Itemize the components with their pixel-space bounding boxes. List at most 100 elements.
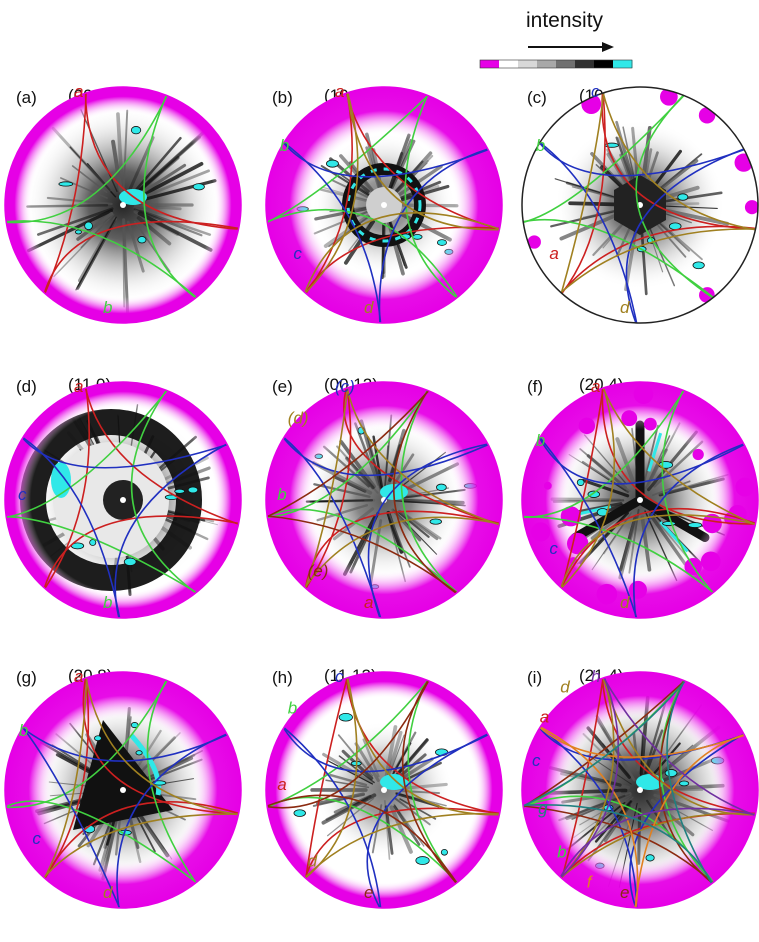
legend-swatch bbox=[499, 60, 519, 68]
legend-swatch bbox=[575, 60, 595, 68]
trace-brown bbox=[266, 390, 430, 518]
trace-red bbox=[305, 387, 352, 589]
trace-purple bbox=[559, 807, 756, 878]
trace-blue bbox=[633, 443, 745, 618]
trace-brown bbox=[266, 794, 458, 884]
figure-outline bbox=[4, 86, 242, 324]
trace-label: c bbox=[532, 751, 541, 770]
low-intensity-patch bbox=[628, 580, 647, 599]
trace-red bbox=[43, 801, 239, 879]
trace-red bbox=[601, 388, 756, 525]
trace-label: a bbox=[549, 244, 558, 263]
trace-label: c bbox=[549, 539, 558, 558]
trace-label: a bbox=[540, 708, 549, 727]
legend-arrow-head bbox=[602, 42, 614, 52]
trace-blue bbox=[282, 437, 489, 477]
trace-blue bbox=[22, 436, 121, 618]
trace-brown bbox=[402, 680, 457, 884]
trace-red bbox=[84, 93, 239, 230]
trace-lines bbox=[266, 677, 500, 908]
trace-label: b bbox=[536, 431, 545, 450]
trace-red bbox=[44, 92, 87, 294]
trace-label: h bbox=[591, 667, 600, 686]
low-intensity-patch bbox=[531, 522, 551, 542]
low-intensity-patch bbox=[700, 551, 721, 572]
trace-green bbox=[130, 389, 197, 594]
trace-label: d bbox=[620, 593, 630, 612]
legend-title: intensity bbox=[526, 9, 604, 32]
trace-green bbox=[661, 389, 714, 594]
panel-d: (d) (11.0)acb bbox=[4, 375, 242, 619]
figure-outline bbox=[265, 381, 503, 619]
legend-swatch bbox=[480, 60, 500, 68]
pole-figure bbox=[5, 382, 241, 618]
trace-blue bbox=[628, 733, 745, 908]
trace-label: b bbox=[536, 136, 545, 155]
trace-olive bbox=[560, 514, 756, 588]
trace-green bbox=[146, 679, 197, 884]
low-intensity-patch bbox=[633, 384, 654, 405]
trace-green bbox=[6, 680, 168, 809]
trace-orange bbox=[634, 733, 745, 908]
low-intensity-patch bbox=[692, 448, 704, 461]
panel-label: (b) bbox=[272, 88, 293, 107]
trace-red bbox=[561, 677, 604, 879]
legend-swatch bbox=[518, 60, 538, 68]
low-intensity-patch bbox=[744, 200, 758, 215]
figure-outline bbox=[4, 671, 242, 909]
trace-olive bbox=[304, 212, 500, 293]
legend-swatch bbox=[556, 60, 576, 68]
pole-figure bbox=[266, 672, 502, 908]
trace-olive bbox=[560, 228, 756, 294]
trace-olive bbox=[85, 677, 239, 816]
trace-label: d bbox=[364, 298, 374, 317]
trace-label: b bbox=[277, 485, 286, 504]
intensity-legend: intensity bbox=[479, 9, 633, 69]
panel-label: (c) bbox=[527, 88, 547, 107]
trace-orange bbox=[539, 726, 639, 908]
trace-green bbox=[523, 515, 714, 594]
trace-blue bbox=[114, 443, 228, 618]
trace-label: g bbox=[538, 799, 548, 818]
pole-figure bbox=[522, 87, 758, 323]
trace-green bbox=[659, 679, 714, 884]
low-intensity-rim bbox=[522, 382, 758, 618]
trace-green bbox=[143, 94, 197, 299]
trace-label: b bbox=[103, 298, 112, 317]
trace-purple bbox=[560, 677, 620, 879]
trace-brown bbox=[267, 680, 430, 809]
trace-lines bbox=[266, 92, 500, 323]
trace-blue bbox=[282, 727, 489, 773]
panel-e: (e) (00.12)(c)(d)b(e)a bbox=[265, 375, 503, 619]
trace-label: c bbox=[32, 829, 41, 848]
low-intensity-patch bbox=[527, 235, 541, 249]
legend-swatch bbox=[537, 60, 557, 68]
low-intensity-rim bbox=[266, 672, 502, 908]
trace-red bbox=[305, 92, 353, 294]
trace-label: a bbox=[74, 377, 83, 396]
low-intensity-rim bbox=[5, 672, 241, 908]
figure-outline bbox=[4, 381, 242, 619]
trace-blue bbox=[539, 436, 638, 618]
trace-lines bbox=[6, 92, 239, 299]
trace-label: d bbox=[560, 678, 570, 697]
trace-label: a bbox=[591, 377, 600, 396]
trace-blue bbox=[366, 733, 489, 908]
trace-olive bbox=[304, 516, 500, 589]
trace-green bbox=[400, 389, 458, 594]
trace-label: b bbox=[19, 721, 28, 740]
low-intensity-patch bbox=[621, 410, 638, 427]
trace-red bbox=[343, 387, 500, 525]
panel-a: (a)(00.5)ab bbox=[4, 82, 242, 324]
trace-label: b bbox=[557, 842, 566, 861]
low-intensity-rim bbox=[5, 382, 241, 618]
trace-olive bbox=[560, 387, 616, 589]
pole-figure bbox=[5, 87, 241, 323]
figure-outline bbox=[521, 381, 759, 619]
trace-label: (d) bbox=[288, 409, 309, 428]
trace-green bbox=[266, 679, 429, 809]
legend-swatch bbox=[594, 60, 614, 68]
